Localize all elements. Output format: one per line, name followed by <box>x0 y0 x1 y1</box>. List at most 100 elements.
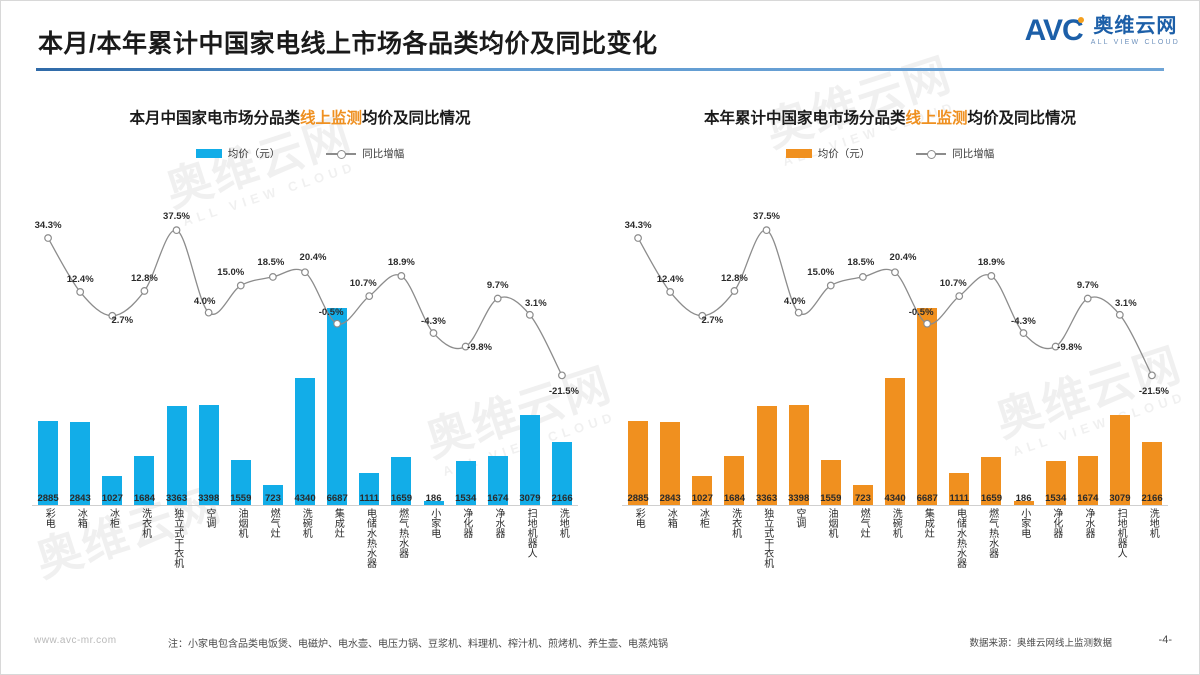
category-label: 独立式干衣机 <box>761 508 773 568</box>
yoy-line-marker[interactable] <box>698 311 707 320</box>
bar-value-label: 1559 <box>230 493 252 504</box>
bar[interactable] <box>1077 456 1098 506</box>
bar-value-label: 1534 <box>1045 493 1067 504</box>
bar[interactable] <box>820 459 841 506</box>
yoy-line-marker[interactable] <box>461 342 470 351</box>
yoy-line-marker[interactable] <box>1115 310 1124 319</box>
pct-label-group-month: 34.3% 12.4% 2.7% 12.8% 37.5% 4.0% 15.0% 18.5% 20… <box>32 211 579 506</box>
bar[interactable] <box>552 441 573 506</box>
yoy-line-marker[interactable] <box>44 234 52 242</box>
yoy-line-marker[interactable] <box>172 226 181 235</box>
yoy-line-marker[interactable] <box>333 319 342 328</box>
bar[interactable] <box>487 456 508 506</box>
bar[interactable] <box>692 475 713 506</box>
yoy-line-marker[interactable] <box>730 287 739 295</box>
yoy-line-marker[interactable] <box>108 311 117 320</box>
yoy-line-marker[interactable] <box>204 308 213 317</box>
category-label: 集成灶 <box>922 508 934 538</box>
category-label: 冰柜 <box>107 508 119 528</box>
bar-value-label: 6687 <box>326 493 348 504</box>
yoy-line-marker[interactable] <box>236 281 245 290</box>
bar[interactable] <box>455 460 476 506</box>
yoy-line-marker[interactable] <box>955 292 964 301</box>
category-label: 冰箱 <box>75 508 87 528</box>
yoy-line-marker[interactable] <box>493 294 502 303</box>
bar[interactable] <box>917 308 938 506</box>
bar[interactable] <box>295 377 316 506</box>
chart-title-highlight: 线上监测 <box>299 110 362 127</box>
bar[interactable] <box>852 484 873 506</box>
bar[interactable] <box>391 456 412 506</box>
yoy-line-marker[interactable] <box>794 308 803 317</box>
legend-item-avg-price[interactable]: 均价（元） <box>195 146 280 161</box>
bar[interactable] <box>38 420 59 506</box>
category-tick: 扫地机器人 <box>514 508 546 604</box>
bar[interactable] <box>756 406 777 506</box>
yoy-line-marker[interactable] <box>1083 294 1092 303</box>
legend-item-avg-price[interactable]: 均价（元） <box>785 146 870 161</box>
yoy-line-marker[interactable] <box>858 273 867 281</box>
yoy-value-label: 3.1% <box>1114 297 1137 309</box>
yoy-line-marker[interactable] <box>429 329 438 337</box>
bar[interactable] <box>359 473 380 506</box>
bar[interactable] <box>949 473 970 506</box>
bar[interactable] <box>230 459 251 506</box>
category-label: 油烟机 <box>236 508 247 538</box>
yoy-line-marker[interactable] <box>987 272 996 280</box>
bar[interactable] <box>885 377 906 506</box>
bar[interactable] <box>1045 460 1066 506</box>
bar-value-label: 723 <box>265 493 281 504</box>
bar[interactable] <box>1013 500 1034 506</box>
chart-title-suffix: 均价及同比情况 <box>967 110 1077 127</box>
bar[interactable] <box>628 420 649 506</box>
yoy-line-marker[interactable] <box>923 319 932 328</box>
legend-item-yoy-growth[interactable]: 同比增幅 <box>326 146 404 161</box>
legend-item-yoy-growth[interactable]: 同比增幅 <box>916 146 994 161</box>
yoy-line-marker[interactable] <box>558 371 566 380</box>
yoy-line-marker[interactable] <box>1148 371 1156 380</box>
yoy-line-marker[interactable] <box>666 288 675 296</box>
bar-slot: 1111 <box>943 274 975 506</box>
bar[interactable] <box>788 405 809 506</box>
bar[interactable] <box>70 421 91 506</box>
bar-slot: 3363 <box>161 274 193 506</box>
bar[interactable] <box>262 484 283 506</box>
category-tick: 空调 <box>193 508 225 604</box>
category-tick: 燃气灶 <box>257 508 289 604</box>
yoy-line-marker[interactable] <box>301 268 309 277</box>
category-label: 电储水热水器 <box>364 508 376 568</box>
bar[interactable] <box>1142 441 1163 506</box>
yoy-line-marker[interactable] <box>762 226 771 235</box>
category-tick: 独立式干衣机 <box>161 508 193 604</box>
bar[interactable] <box>660 421 681 506</box>
bar[interactable] <box>724 456 745 506</box>
bar[interactable] <box>198 405 219 506</box>
yoy-line-marker[interactable] <box>826 281 835 290</box>
yoy-line-marker[interactable] <box>1019 329 1028 337</box>
yoy-line-marker[interactable] <box>76 288 85 296</box>
yoy-line-marker[interactable] <box>397 272 406 280</box>
yoy-line-marker[interactable] <box>634 234 642 242</box>
bar[interactable] <box>327 308 348 506</box>
yoy-line-marker[interactable] <box>1051 342 1060 351</box>
bar-value-label: 3079 <box>1109 493 1131 504</box>
bar[interactable] <box>981 456 1002 506</box>
category-tick: 小家电 <box>1008 508 1040 604</box>
bar[interactable] <box>1109 414 1130 506</box>
legend-bar-swatch-icon <box>785 149 812 159</box>
yoy-line-marker[interactable] <box>268 273 277 281</box>
bar[interactable] <box>423 500 444 506</box>
bar[interactable] <box>519 414 540 506</box>
bar[interactable] <box>166 406 187 506</box>
yoy-line-marker[interactable] <box>891 268 899 277</box>
footer-website-url[interactable]: www.avc-mr.com <box>34 635 117 646</box>
footer-data-source: 数据来源：奥维云网线上监测数据 <box>969 638 1112 649</box>
yoy-line-marker[interactable] <box>365 292 374 301</box>
yoy-line-marker[interactable] <box>140 287 149 295</box>
yoy-value-label: 3.1% <box>524 297 547 309</box>
yoy-value-label: 10.7% <box>939 278 967 290</box>
line-series-ytd <box>634 226 1156 380</box>
bar[interactable] <box>102 475 123 506</box>
yoy-line-marker[interactable] <box>525 310 534 319</box>
bar[interactable] <box>134 456 155 506</box>
